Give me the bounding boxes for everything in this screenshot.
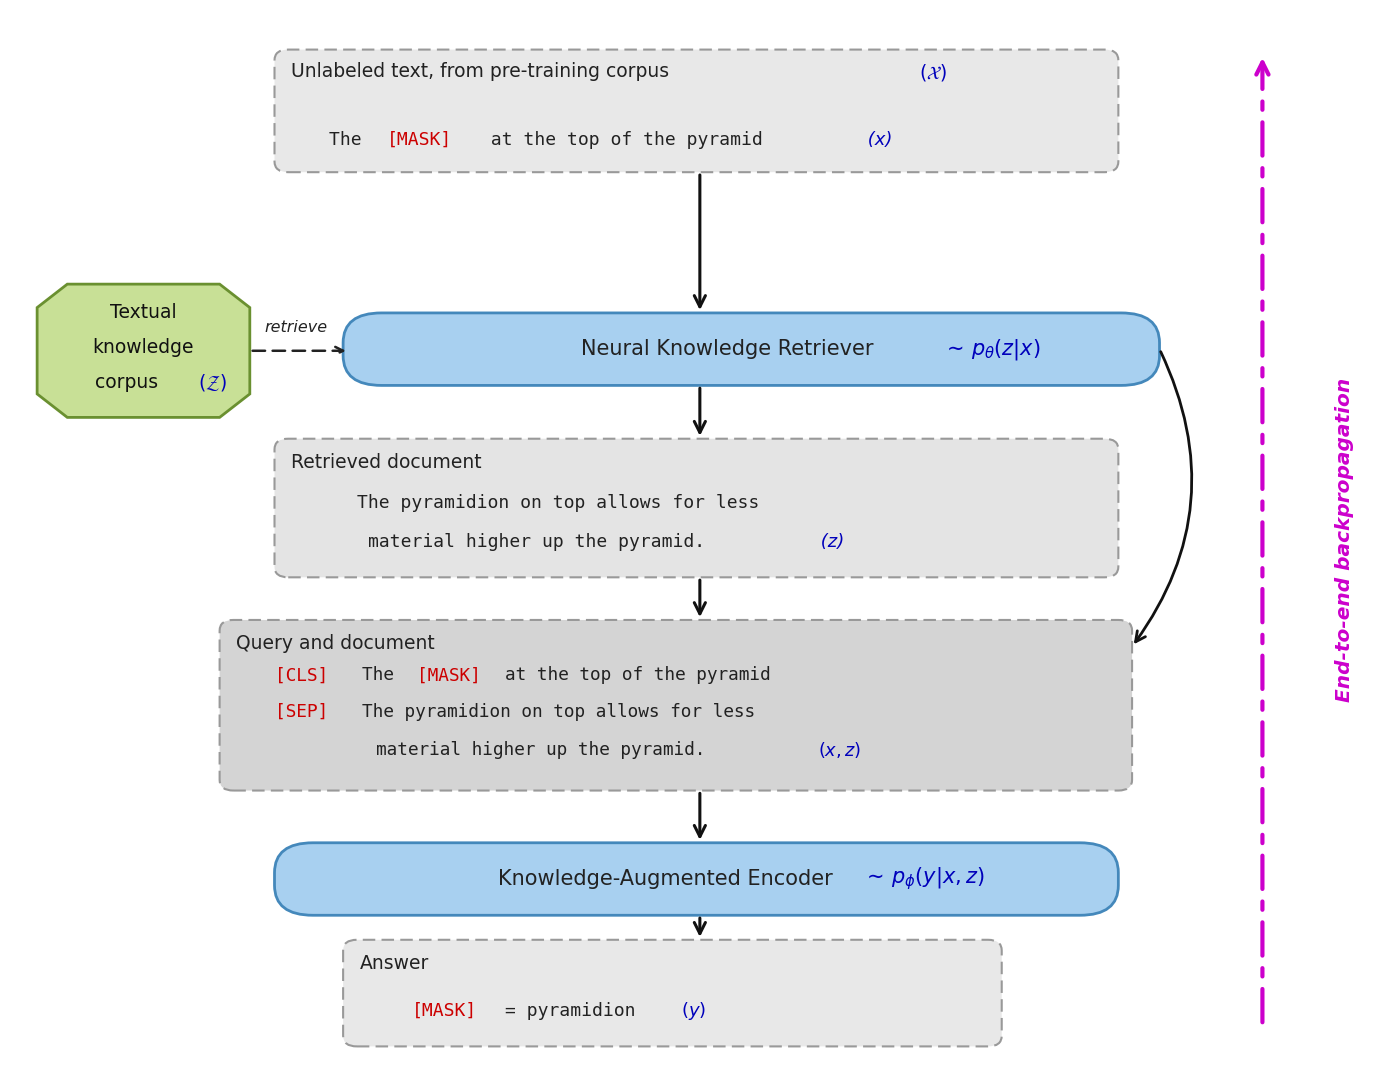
Text: Textual: Textual [109, 302, 177, 322]
Text: Neural Knowledge Retriever: Neural Knowledge Retriever [581, 339, 880, 360]
Text: retrieve: retrieve [265, 320, 328, 335]
Text: (z): (z) [815, 534, 844, 551]
Text: Answer: Answer [359, 954, 428, 973]
Text: End-to-end backpropagation: End-to-end backpropagation [1335, 378, 1354, 702]
Text: [MASK]: [MASK] [417, 666, 481, 685]
FancyBboxPatch shape [344, 313, 1160, 386]
Text: $\sim\, p_{\phi}(y|x, z)$: $\sim\, p_{\phi}(y|x, z)$ [862, 866, 984, 892]
Text: [MASK]: [MASK] [387, 131, 452, 149]
Text: $\sim\, p_{\theta}(z|x)$: $\sim\, p_{\theta}(z|x)$ [942, 337, 1041, 362]
Text: material higher up the pyramid.: material higher up the pyramid. [376, 741, 705, 759]
Text: [MASK]: [MASK] [412, 1002, 477, 1021]
Text: corpus: corpus [96, 374, 158, 392]
FancyBboxPatch shape [219, 620, 1132, 791]
Text: The pyramidion on top allows for less: The pyramidion on top allows for less [356, 494, 760, 512]
Text: $(x, z)$: $(x, z)$ [818, 740, 861, 760]
Text: Retrieved document: Retrieved document [291, 453, 481, 472]
Text: material higher up the pyramid.: material higher up the pyramid. [367, 534, 705, 551]
Text: at the top of the pyramid: at the top of the pyramid [481, 131, 764, 149]
Polygon shape [37, 284, 249, 417]
Text: $(\mathcal{X})$: $(\mathcal{X})$ [919, 63, 948, 83]
FancyBboxPatch shape [274, 842, 1119, 915]
Text: The: The [362, 666, 405, 685]
Text: Query and document: Query and document [236, 634, 435, 652]
Text: The pyramidion on top allows for less: The pyramidion on top allows for less [362, 703, 755, 720]
Text: The: The [330, 131, 373, 149]
Text: Knowledge-Augmented Encoder: Knowledge-Augmented Encoder [499, 869, 840, 889]
FancyBboxPatch shape [274, 438, 1119, 578]
Text: = pyramidion: = pyramidion [505, 1002, 636, 1021]
Text: knowledge: knowledge [93, 338, 194, 357]
Text: (x): (x) [862, 131, 893, 149]
Text: [SEP]: [SEP] [274, 703, 327, 720]
Text: at the top of the pyramid: at the top of the pyramid [505, 666, 771, 685]
Text: [CLS]: [CLS] [274, 666, 327, 685]
Text: $(y)$: $(y)$ [681, 1000, 705, 1023]
Text: Unlabeled text, from pre-training corpus: Unlabeled text, from pre-training corpus [291, 63, 675, 81]
Text: $(\mathcal{Z})$: $(\mathcal{Z})$ [198, 373, 227, 393]
FancyBboxPatch shape [274, 50, 1119, 172]
FancyBboxPatch shape [344, 940, 1002, 1047]
